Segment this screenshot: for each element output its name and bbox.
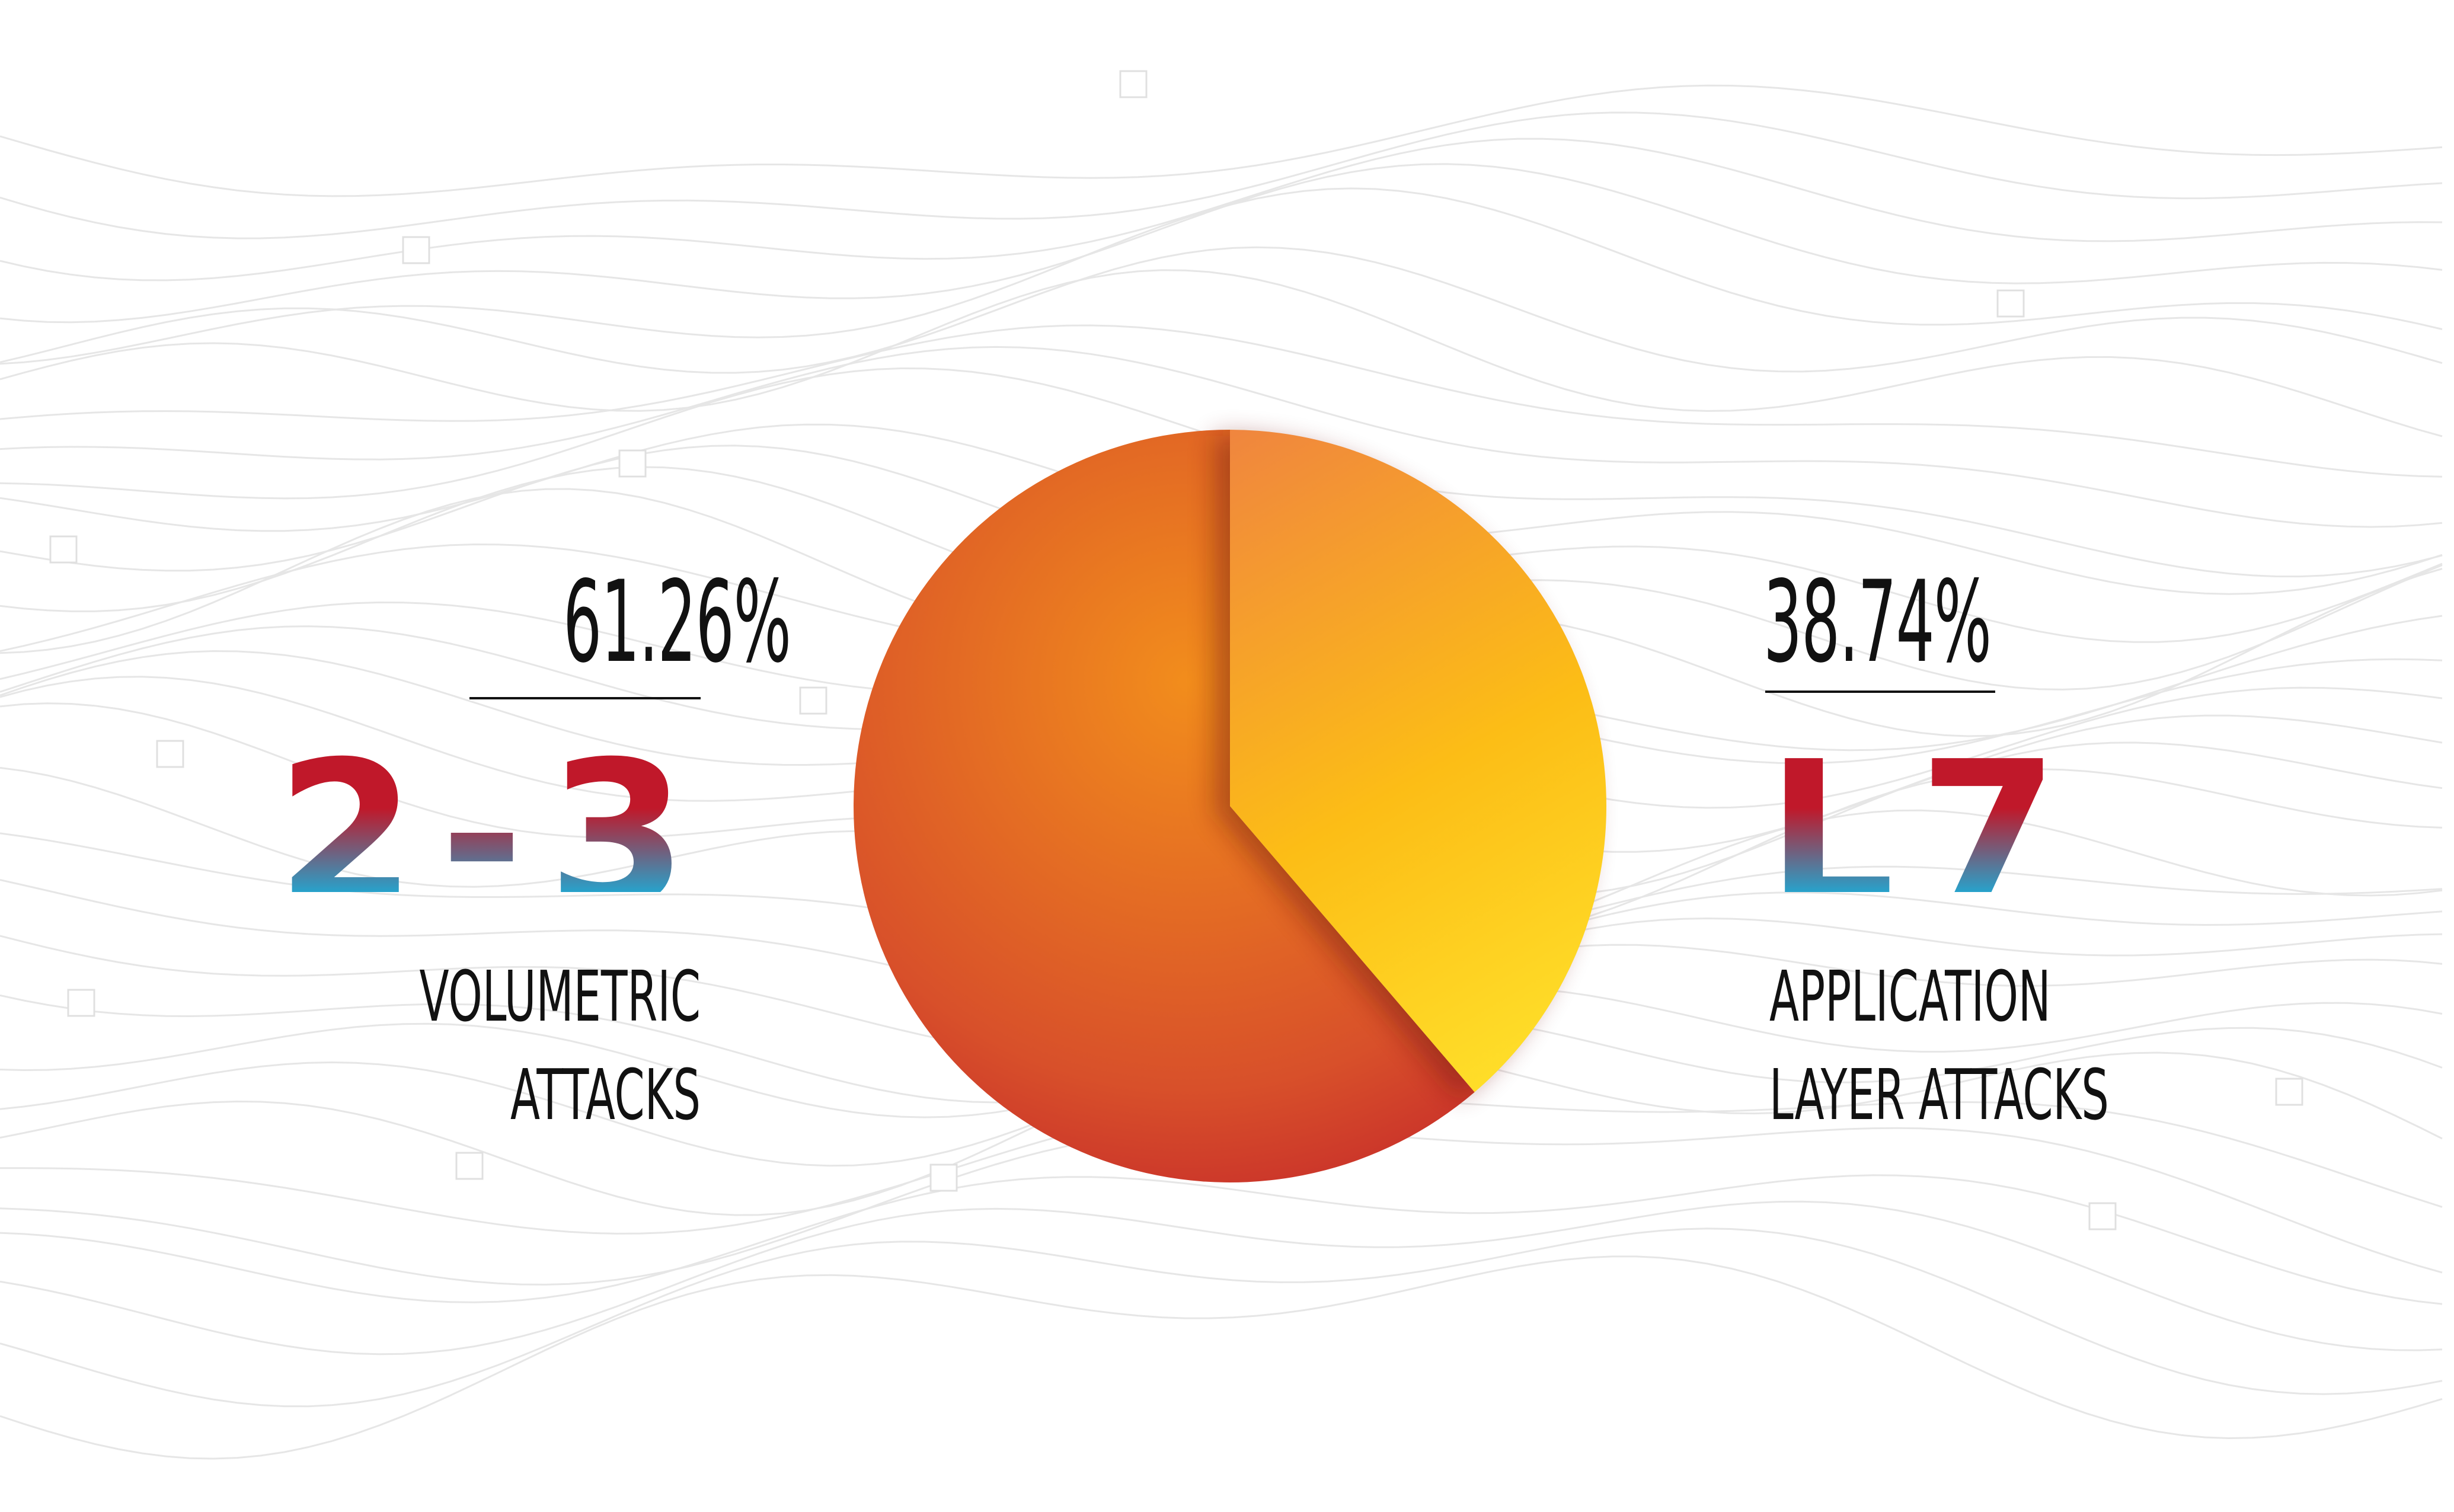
pie-slice-l7	[1230, 430, 1606, 1092]
background-square	[67, 989, 95, 1017]
background-wave-line	[0, 1227, 2443, 1408]
background-square	[618, 449, 647, 478]
percent-label-l7: 38.74%	[1763, 557, 1992, 688]
layer-text-l2-3: L2-3	[249, 726, 711, 892]
layer-label-l7: L7	[1766, 726, 2082, 892]
background-wave-line	[0, 269, 2443, 437]
background-wave-line	[0, 246, 2443, 374]
description-line: ATTACKS	[510, 1054, 701, 1136]
description-line: LAYER ATTACKS	[1769, 1054, 2109, 1136]
background-wave-line	[0, 1255, 2443, 1460]
background-square	[2275, 1078, 2303, 1106]
description-l2-3: VOLUMETRIC ATTACKS	[406, 947, 701, 1144]
background-square	[1996, 289, 2025, 318]
background-square	[929, 1163, 958, 1192]
background-wave-line	[0, 324, 2443, 478]
description-line: VOLUMETRIC	[419, 955, 701, 1037]
percent-label-l2-3: 61.26%	[563, 557, 791, 688]
background-square	[156, 740, 184, 768]
background-square	[799, 686, 827, 715]
background-wave-line	[0, 1200, 2443, 1356]
background-wave-line	[0, 187, 2443, 365]
background-square	[455, 1152, 484, 1180]
pie-slice-l2-3	[853, 430, 1475, 1183]
background-square	[402, 236, 430, 264]
background-square	[49, 535, 78, 564]
description-l7: APPLICATION LAYER ATTACKS	[1769, 947, 2174, 1144]
layer-label-l2-3: L2-3	[249, 726, 711, 892]
background-wave-line	[0, 111, 2443, 239]
background-square	[1119, 70, 1148, 98]
description-line: APPLICATION	[1769, 955, 2051, 1037]
background-square	[2088, 1202, 2117, 1230]
background-wave-line	[0, 346, 2443, 528]
background-wave-line	[0, 1174, 2443, 1305]
layer-text-l7: L7	[1766, 726, 2082, 892]
divider-line-left	[469, 697, 701, 699]
background-wave-line	[0, 84, 2443, 197]
divider-line-right	[1765, 691, 1995, 693]
